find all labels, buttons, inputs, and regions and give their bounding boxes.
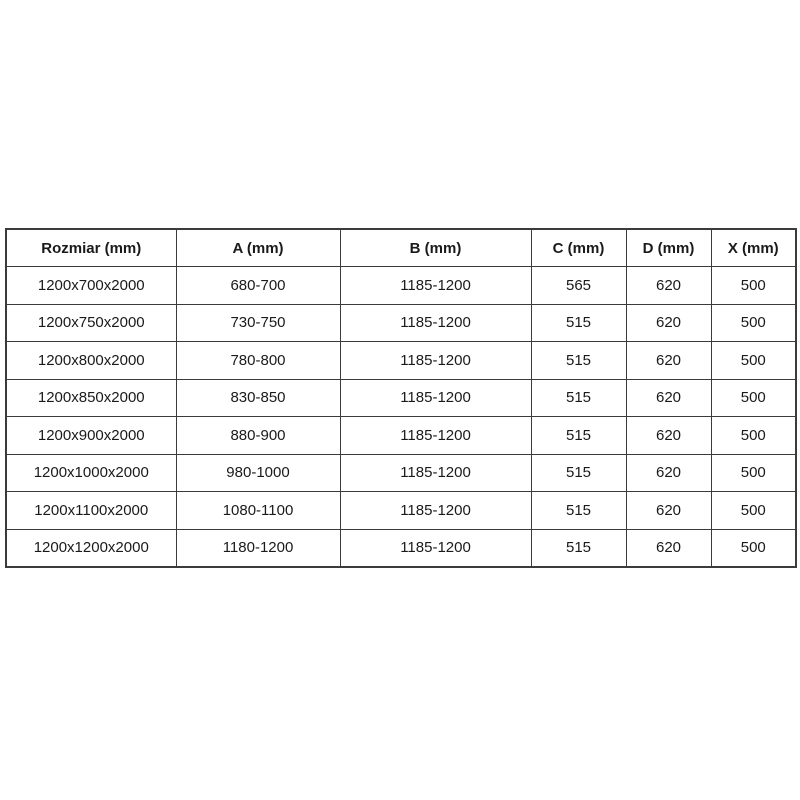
- column-header-x: X (mm): [710, 228, 797, 267]
- cell-x: 500: [710, 378, 797, 417]
- table-row: 1200x900x2000 880-900 1185-1200 515 620 500: [5, 416, 797, 455]
- cell-b: 1185-1200: [339, 491, 532, 530]
- cell-b: 1185-1200: [339, 341, 532, 380]
- cell-b: 1185-1200: [339, 416, 532, 455]
- cell-c: 515: [530, 378, 627, 417]
- cell-a: 880-900: [175, 416, 341, 455]
- cell-b: 1185-1200: [339, 303, 532, 342]
- cell-b: 1185-1200: [339, 266, 532, 305]
- cell-c: 515: [530, 453, 627, 492]
- dimensions-table-container: Rozmiar (mm) A (mm) B (mm) C (mm) D (mm) X (m…: [5, 228, 797, 568]
- cell-x: 500: [710, 416, 797, 455]
- cell-c: 515: [530, 528, 627, 568]
- cell-rozmiar: 1200x700x2000: [5, 266, 177, 305]
- cell-d: 620: [625, 416, 712, 455]
- table-row: 1200x700x2000 680-700 1185-1200 565 620 500: [5, 266, 797, 305]
- cell-c: 515: [530, 303, 627, 342]
- cell-c: 515: [530, 491, 627, 530]
- cell-b: 1185-1200: [339, 453, 532, 492]
- cell-d: 620: [625, 453, 712, 492]
- cell-c: 515: [530, 341, 627, 380]
- column-header-c: C (mm): [530, 228, 627, 267]
- dimensions-table: Rozmiar (mm) A (mm) B (mm) C (mm) D (mm) X (m…: [5, 228, 797, 568]
- cell-a: 1180-1200: [175, 528, 341, 568]
- cell-rozmiar: 1200x1000x2000: [5, 453, 177, 492]
- cell-b: 1185-1200: [339, 378, 532, 417]
- cell-d: 620: [625, 378, 712, 417]
- cell-d: 620: [625, 266, 712, 305]
- column-header-b: B (mm): [339, 228, 532, 267]
- cell-d: 620: [625, 528, 712, 568]
- table-body: 1200x700x2000 680-700 1185-1200 565 620 500 12…: [5, 266, 797, 568]
- cell-x: 500: [710, 453, 797, 492]
- cell-rozmiar: 1200x1100x2000: [5, 491, 177, 530]
- column-header-d: D (mm): [625, 228, 712, 267]
- table-row: 1200x800x2000 780-800 1185-1200 515 620 500: [5, 341, 797, 380]
- cell-a: 730-750: [175, 303, 341, 342]
- cell-x: 500: [710, 528, 797, 568]
- table-row: 1200x1100x2000 1080-1100 1185-1200 515 620 50…: [5, 491, 797, 530]
- cell-x: 500: [710, 491, 797, 530]
- cell-rozmiar: 1200x850x2000: [5, 378, 177, 417]
- cell-a: 980-1000: [175, 453, 341, 492]
- header-row: Rozmiar (mm) A (mm) B (mm) C (mm) D (mm) X (m…: [5, 228, 797, 267]
- cell-d: 620: [625, 341, 712, 380]
- cell-rozmiar: 1200x750x2000: [5, 303, 177, 342]
- table-row: 1200x750x2000 730-750 1185-1200 515 620 500: [5, 303, 797, 342]
- table-row: 1200x850x2000 830-850 1185-1200 515 620 500: [5, 378, 797, 417]
- cell-a: 780-800: [175, 341, 341, 380]
- cell-rozmiar: 1200x800x2000: [5, 341, 177, 380]
- cell-a: 830-850: [175, 378, 341, 417]
- cell-b: 1185-1200: [339, 528, 532, 568]
- table-row: 1200x1000x2000 980-1000 1185-1200 515 620 500: [5, 453, 797, 492]
- cell-rozmiar: 1200x1200x2000: [5, 528, 177, 568]
- column-header-a: A (mm): [175, 228, 341, 267]
- table-row: 1200x1200x2000 1180-1200 1185-1200 515 620 50…: [5, 528, 797, 568]
- cell-d: 620: [625, 491, 712, 530]
- column-header-rozmiar: Rozmiar (mm): [5, 228, 177, 267]
- cell-x: 500: [710, 266, 797, 305]
- cell-x: 500: [710, 303, 797, 342]
- cell-a: 680-700: [175, 266, 341, 305]
- cell-c: 565: [530, 266, 627, 305]
- cell-rozmiar: 1200x900x2000: [5, 416, 177, 455]
- cell-a: 1080-1100: [175, 491, 341, 530]
- cell-x: 500: [710, 341, 797, 380]
- cell-d: 620: [625, 303, 712, 342]
- cell-c: 515: [530, 416, 627, 455]
- table-header-row: Rozmiar (mm) A (mm) B (mm) C (mm) D (mm) X (m…: [5, 228, 797, 267]
